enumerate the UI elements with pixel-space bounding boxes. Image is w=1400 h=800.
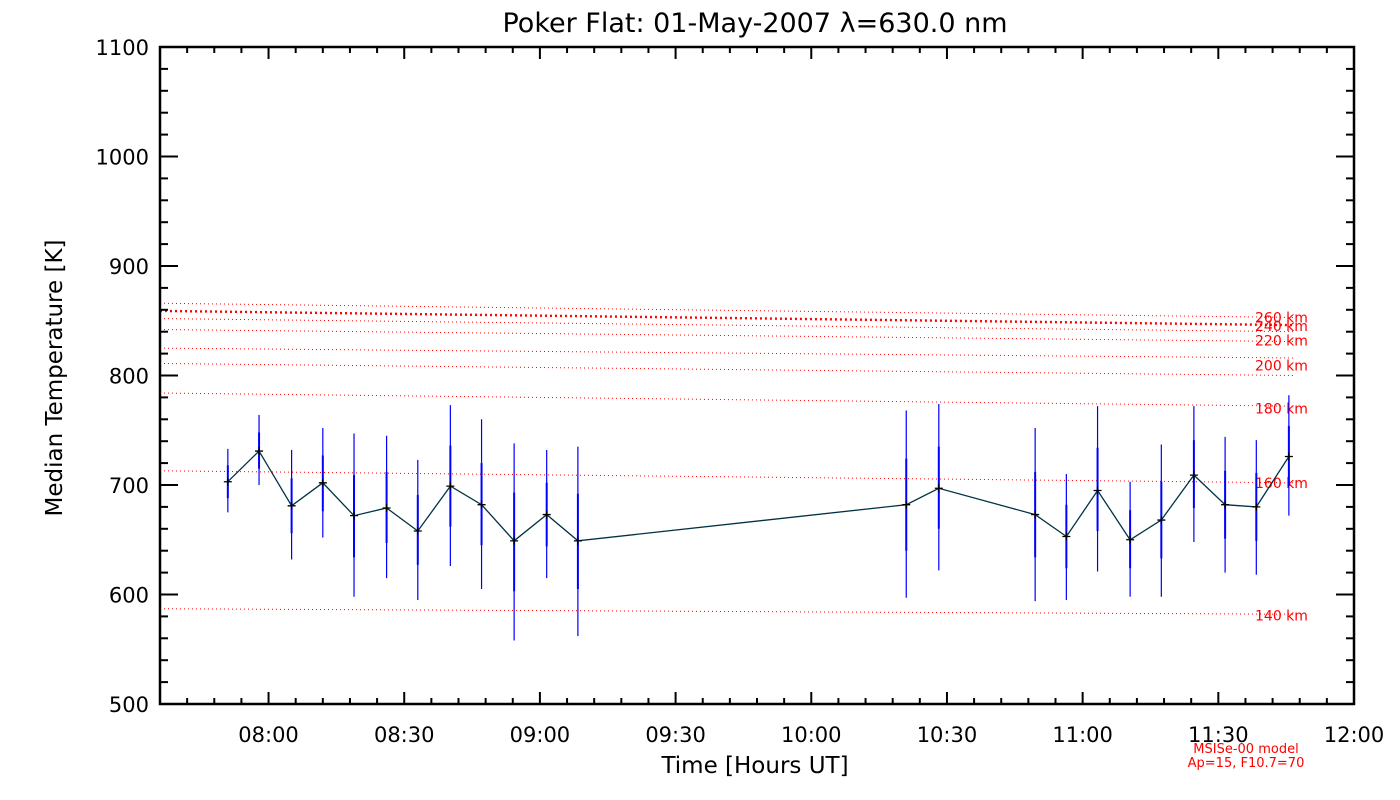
y-tick-label-4: 900 (109, 255, 149, 279)
model-line-8 (159, 608, 1295, 615)
data-point-10 (542, 510, 551, 519)
data-point-14 (1031, 510, 1040, 519)
data-point-22 (1284, 452, 1293, 461)
data-point-3 (318, 478, 327, 487)
error-bars (226, 395, 1290, 641)
x-tick-label-5: 10:30 (917, 723, 978, 747)
model-annotation-line-1: MSISe-00 model (1193, 742, 1298, 757)
msis-model-lines (159, 302, 1295, 615)
model-line-4 (159, 347, 1295, 359)
x-tick-label-8: 12:00 (1324, 723, 1385, 747)
data-point-13 (934, 484, 943, 493)
x-tick-label-0: 08:00 (238, 723, 299, 747)
data-point-8 (477, 500, 486, 509)
x-tick-label-4: 10:00 (781, 723, 842, 747)
y-tick-label-3: 800 (109, 365, 149, 389)
x-axis-label: Time [Hours UT] (660, 753, 848, 779)
y-tick-label-5: 1000 (96, 146, 149, 170)
data-point-11 (573, 536, 582, 545)
model-annotation-line-2: Ap=15, F10.7=70 (1188, 756, 1305, 771)
x-tick-label-3: 09:30 (645, 723, 706, 747)
model-label-200-km: 200 km (1255, 359, 1308, 375)
x-tick-label-1: 08:30 (374, 723, 435, 747)
model-line-2 (159, 318, 1295, 333)
model-line-5 (159, 362, 1295, 376)
data-point-12 (902, 500, 911, 509)
model-line-3 (159, 329, 1295, 343)
model-line-1 (159, 309, 1295, 327)
x-tick-label-2: 09:00 (510, 723, 571, 747)
tick-labels: 08:00 08:30 09:00 09:30 10:00 10:30 11:00 11:30… (96, 36, 1385, 747)
data-point-2 (287, 501, 296, 510)
y-tick-label-0: 500 (109, 693, 149, 717)
model-label-140-km: 140 km (1255, 608, 1308, 624)
data-point-17 (1126, 535, 1135, 544)
data-point-1 (255, 447, 264, 456)
data-point-15 (1062, 532, 1071, 541)
data-point-21 (1252, 502, 1261, 511)
data-point-9 (510, 536, 519, 545)
model-label-220-km: 220 km (1255, 333, 1308, 349)
model-line-7 (159, 470, 1295, 484)
chart-title: Poker Flat: 01-May-2007 λ=630.0 nm (502, 8, 1007, 39)
y-axis-label: Median Temperature [K] (42, 240, 68, 517)
y-tick-label-6: 1100 (96, 36, 149, 60)
plot-frame (158, 45, 1356, 706)
y-tick-label-1: 600 (109, 584, 149, 608)
data-point-19 (1189, 471, 1198, 480)
data-point-18 (1157, 516, 1166, 525)
data-point-6 (413, 526, 422, 535)
measurement-series (223, 447, 1293, 545)
model-line-6 (159, 392, 1295, 407)
plot-axes (158, 45, 1356, 706)
data-point-4 (350, 511, 359, 520)
model-line-0 (159, 302, 1295, 318)
x-tick-label-7: 11:30 (1188, 723, 1249, 747)
y-tick-label-2: 700 (109, 474, 149, 498)
model-label-180-km: 180 km (1255, 401, 1308, 417)
data-point-16 (1093, 486, 1102, 495)
model-label-260-km: 260 km (1255, 310, 1308, 326)
data-point-0 (223, 477, 232, 486)
x-tick-label-6: 11:00 (1052, 723, 1113, 747)
model-label-240-km: 240 km (1255, 319, 1308, 335)
data-point-20 (1221, 500, 1230, 509)
data-point-5 (382, 503, 391, 512)
model-label-160-km: 160 km (1255, 476, 1308, 492)
data-point-7 (446, 482, 455, 491)
